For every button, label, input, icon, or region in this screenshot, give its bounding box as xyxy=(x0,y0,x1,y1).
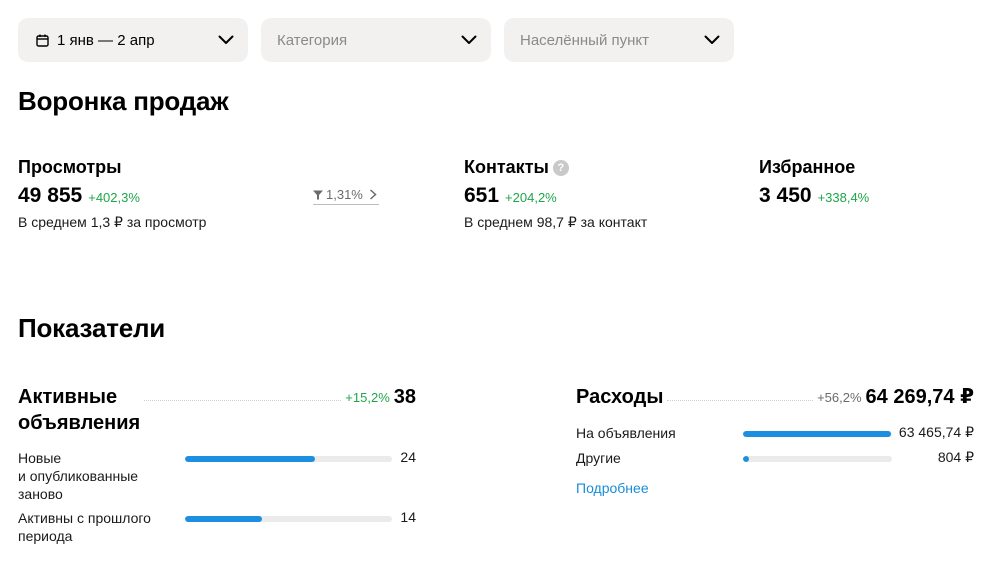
row-label: На объявления xyxy=(576,425,676,441)
progress-fill xyxy=(743,431,891,437)
expenses-delta: +56,2% xyxy=(817,390,862,405)
row-label: Другие xyxy=(576,450,621,466)
progress-bar xyxy=(185,456,392,462)
filters-bar: 1 янв — 2 апр Категория Населённый пункт xyxy=(18,18,734,62)
indicators-title: Показатели xyxy=(18,313,166,343)
favorites-title: Избранное xyxy=(759,157,856,177)
active-ads-card: Активные объявления +15,2% 38 xyxy=(18,384,416,436)
contacts-metric: Контакты ? 651 +204,2% В среднем 98,7 ₽ … xyxy=(464,157,647,231)
views-avg: В среднем 1,3 ₽ за просмотр xyxy=(18,214,207,230)
date-range-select[interactable]: 1 янв — 2 апр xyxy=(18,18,248,62)
chevron-down-icon xyxy=(704,35,720,44)
active-ads-delta: +15,2% xyxy=(345,390,390,405)
row-label: Новые и опубликованные заново xyxy=(18,450,139,502)
row-value: 63 465,74 ₽ xyxy=(898,424,974,440)
progress-bar xyxy=(743,456,892,462)
calendar-icon xyxy=(36,34,49,47)
help-icon[interactable]: ? xyxy=(552,159,569,176)
views-value: 49 855 xyxy=(18,184,83,207)
chevron-right-icon xyxy=(369,189,377,200)
progress-bar xyxy=(743,431,892,437)
row-label: Активны с прошлого периода xyxy=(18,510,151,544)
location-placeholder: Населённый пункт xyxy=(520,31,650,49)
expenses-row-ads: На объявления xyxy=(576,424,676,442)
views-delta: +402,3% xyxy=(88,190,140,205)
dotted-leader xyxy=(144,384,342,401)
more-details-link[interactable]: Подробнее xyxy=(576,480,649,496)
contacts-title: Контакты xyxy=(464,157,549,177)
active-row-new: Новые и опубликованные заново xyxy=(18,449,416,503)
favorites-value: 3 450 xyxy=(759,184,812,207)
expenses-title: Расходы xyxy=(576,386,664,408)
chevron-down-icon xyxy=(461,35,477,44)
favorites-delta: +338,4% xyxy=(817,190,870,205)
category-select[interactable]: Категория xyxy=(261,18,491,62)
conversion-value: 1,31% xyxy=(326,187,363,202)
contacts-value: 651 xyxy=(464,184,500,207)
chevron-down-icon xyxy=(218,35,234,44)
funnel-icon xyxy=(313,190,323,199)
progress-fill xyxy=(185,516,262,522)
date-range-value: 1 янв — 2 апр xyxy=(57,31,155,49)
progress-bar xyxy=(185,516,392,522)
row-value: 804 ₽ xyxy=(937,449,974,465)
contacts-delta: +204,2% xyxy=(505,190,557,205)
dotted-leader xyxy=(667,384,814,401)
funnel-title: Воронка продаж xyxy=(18,86,229,116)
active-row-previous: Активны с прошлого периода xyxy=(18,509,416,545)
row-value: 24 xyxy=(400,449,416,465)
expenses-value: 64 269,74 ₽ xyxy=(865,386,974,408)
category-placeholder: Категория xyxy=(277,31,348,49)
active-ads-title: Активные объявления xyxy=(18,386,141,434)
location-select[interactable]: Населённый пункт xyxy=(504,18,734,62)
views-title: Просмотры xyxy=(18,157,122,177)
contacts-avg: В среднем 98,7 ₽ за контакт xyxy=(464,214,648,230)
conversion-link[interactable]: 1,31% xyxy=(313,187,379,205)
favorites-metric: Избранное 3 450 +338,4% xyxy=(759,157,869,208)
expenses-row-other: Другие xyxy=(576,449,621,467)
progress-fill xyxy=(185,456,316,462)
row-value: 14 xyxy=(400,509,416,525)
views-metric: Просмотры 49 855 +402,3% В среднем 1,3 ₽… xyxy=(18,157,206,231)
active-ads-value: 38 xyxy=(393,386,416,408)
expenses-card: Расходы +56,2% 64 269,74 ₽ xyxy=(576,384,974,412)
progress-fill xyxy=(743,456,749,462)
